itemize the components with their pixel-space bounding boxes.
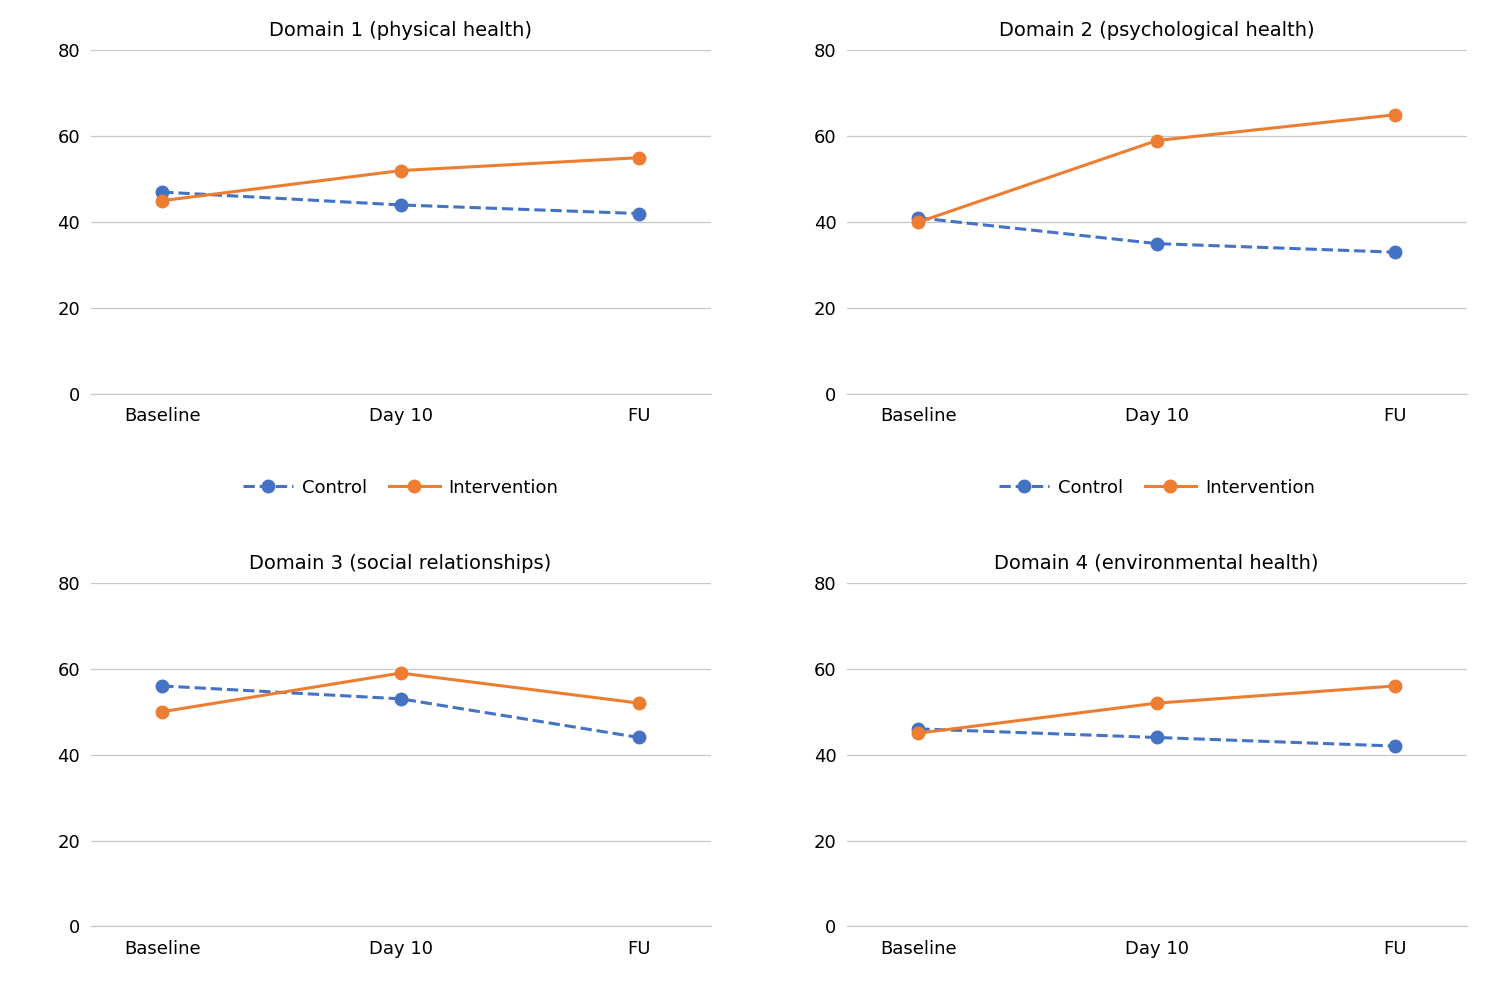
Intervention — [392, 164, 410, 176]
Control — [392, 199, 410, 211]
Line: Control: Control — [156, 186, 646, 220]
Legend: Control, Intervention: Control, Intervention — [999, 478, 1314, 496]
Line: Intervention: Intervention — [912, 109, 1402, 229]
Control — [153, 186, 171, 198]
Control — [631, 207, 649, 220]
Control — [909, 211, 927, 224]
Legend: Control, Intervention: Control, Intervention — [243, 478, 558, 496]
Control — [1148, 238, 1166, 250]
Title: Domain 3 (social relationships): Domain 3 (social relationships) — [249, 554, 552, 573]
Intervention — [1148, 697, 1166, 709]
Line: Control: Control — [912, 723, 1402, 752]
Control — [1387, 246, 1405, 258]
Intervention — [153, 194, 171, 206]
Intervention — [631, 152, 649, 164]
Line: Control: Control — [912, 211, 1402, 259]
Intervention — [392, 667, 410, 679]
Control — [392, 693, 410, 705]
Title: Domain 2 (psychological health): Domain 2 (psychological health) — [999, 21, 1314, 40]
Intervention — [1387, 109, 1405, 121]
Intervention — [1387, 680, 1405, 692]
Line: Intervention: Intervention — [912, 680, 1402, 739]
Intervention — [909, 217, 927, 229]
Intervention — [631, 697, 649, 709]
Control — [631, 731, 649, 743]
Control — [1387, 740, 1405, 752]
Intervention — [1148, 135, 1166, 147]
Line: Control: Control — [156, 680, 646, 744]
Title: Domain 1 (physical health): Domain 1 (physical health) — [269, 21, 532, 40]
Line: Intervention: Intervention — [156, 151, 646, 206]
Line: Intervention: Intervention — [156, 667, 646, 718]
Control — [1148, 731, 1166, 743]
Intervention — [909, 727, 927, 739]
Control — [153, 680, 171, 692]
Title: Domain 4 (environmental health): Domain 4 (environmental health) — [995, 554, 1318, 573]
Control — [909, 723, 927, 735]
Intervention — [153, 706, 171, 718]
